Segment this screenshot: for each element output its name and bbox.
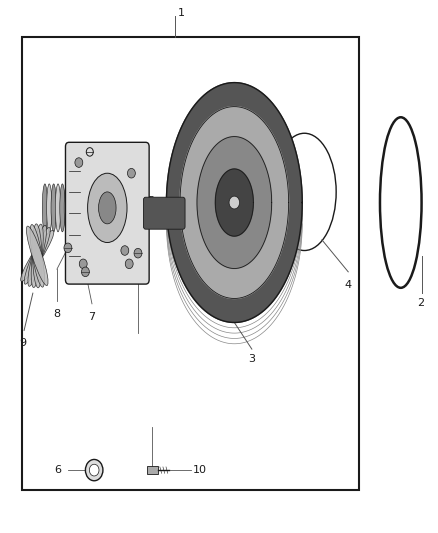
Circle shape bbox=[229, 196, 240, 209]
Ellipse shape bbox=[55, 184, 60, 232]
FancyBboxPatch shape bbox=[147, 466, 158, 474]
Ellipse shape bbox=[28, 225, 46, 286]
Ellipse shape bbox=[85, 459, 103, 481]
Circle shape bbox=[121, 246, 129, 255]
Text: 8: 8 bbox=[53, 309, 60, 319]
FancyBboxPatch shape bbox=[65, 142, 149, 284]
Text: 3: 3 bbox=[248, 354, 255, 365]
Ellipse shape bbox=[88, 173, 127, 243]
Text: 4: 4 bbox=[345, 280, 352, 290]
Ellipse shape bbox=[46, 184, 52, 232]
Bar bbox=[22, 37, 359, 490]
Ellipse shape bbox=[24, 228, 50, 284]
Ellipse shape bbox=[99, 192, 116, 224]
Text: 2: 2 bbox=[417, 298, 424, 309]
Ellipse shape bbox=[64, 184, 69, 232]
Polygon shape bbox=[166, 83, 302, 322]
Circle shape bbox=[125, 259, 133, 269]
Polygon shape bbox=[215, 169, 253, 236]
Polygon shape bbox=[180, 107, 289, 298]
Ellipse shape bbox=[30, 224, 44, 287]
Text: 10: 10 bbox=[193, 465, 207, 475]
Circle shape bbox=[64, 243, 72, 253]
FancyBboxPatch shape bbox=[143, 197, 185, 229]
Ellipse shape bbox=[32, 224, 42, 288]
Ellipse shape bbox=[89, 464, 99, 476]
Ellipse shape bbox=[21, 230, 54, 281]
Circle shape bbox=[75, 158, 83, 167]
Text: 1: 1 bbox=[177, 9, 184, 18]
Circle shape bbox=[134, 248, 142, 258]
Text: 5: 5 bbox=[148, 196, 155, 206]
Ellipse shape bbox=[31, 224, 43, 287]
Ellipse shape bbox=[42, 184, 47, 232]
Circle shape bbox=[81, 267, 89, 277]
Polygon shape bbox=[197, 136, 272, 269]
Text: 7: 7 bbox=[88, 312, 95, 322]
Ellipse shape bbox=[26, 226, 48, 286]
Text: 9: 9 bbox=[19, 338, 26, 349]
Circle shape bbox=[127, 168, 135, 178]
Text: 6: 6 bbox=[54, 465, 61, 475]
Circle shape bbox=[79, 259, 87, 269]
Ellipse shape bbox=[51, 184, 56, 232]
Ellipse shape bbox=[60, 184, 65, 232]
